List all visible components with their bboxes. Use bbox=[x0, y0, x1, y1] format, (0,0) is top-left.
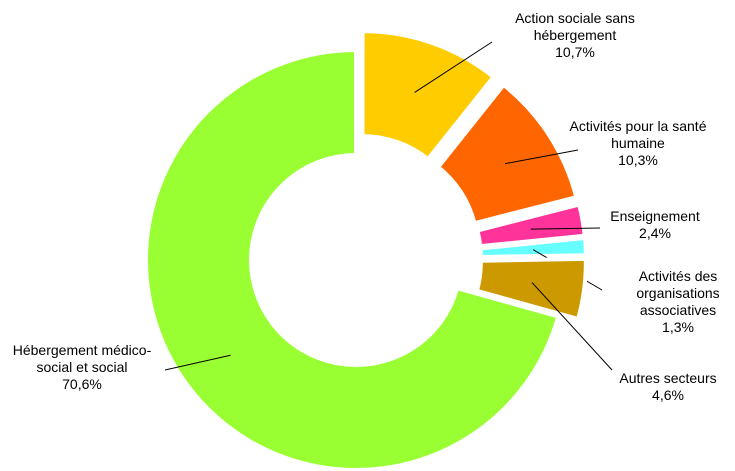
leader-line bbox=[164, 354, 231, 371]
leader-line bbox=[414, 41, 493, 93]
donut-slice bbox=[435, 82, 579, 226]
value-label: 10,3% bbox=[618, 152, 658, 168]
category-label: Autres secteurs bbox=[619, 370, 717, 386]
leader-line bbox=[531, 282, 613, 371]
category-label: Activités des organisations associatives bbox=[636, 268, 720, 318]
value-label: 10,7% bbox=[555, 44, 595, 60]
value-label: 2,4% bbox=[639, 225, 671, 241]
donut-slice bbox=[144, 47, 561, 471]
category-label: Action sociale sans hébergement bbox=[515, 10, 635, 43]
value-label: 70,6% bbox=[62, 376, 102, 392]
donut-slice bbox=[474, 202, 587, 249]
donut-slice bbox=[478, 235, 588, 260]
category-label: Enseignement bbox=[610, 208, 700, 224]
value-label: 4,6% bbox=[652, 387, 684, 403]
value-label: 1,3% bbox=[662, 319, 694, 335]
leader-line bbox=[504, 149, 579, 165]
slice-label: Autres secteurs 4,6% bbox=[603, 370, 733, 404]
slice-label: Hébergement médico-social et social 70,6% bbox=[12, 342, 152, 393]
category-label: Hébergement médico-social et social bbox=[12, 342, 152, 375]
donut-slice bbox=[474, 256, 588, 322]
slice-label: Enseignement 2,4% bbox=[595, 208, 715, 242]
slice-label: Activités pour la santé humaine 10,3% bbox=[563, 118, 713, 169]
leader-line bbox=[530, 227, 601, 230]
slice-label: Action sociale sans hébergement 10,7% bbox=[480, 10, 670, 61]
slice-label: Activités des organisations associatives… bbox=[618, 268, 735, 336]
category-label: Activités pour la santé humaine bbox=[569, 118, 707, 151]
donut-slice bbox=[360, 29, 497, 162]
